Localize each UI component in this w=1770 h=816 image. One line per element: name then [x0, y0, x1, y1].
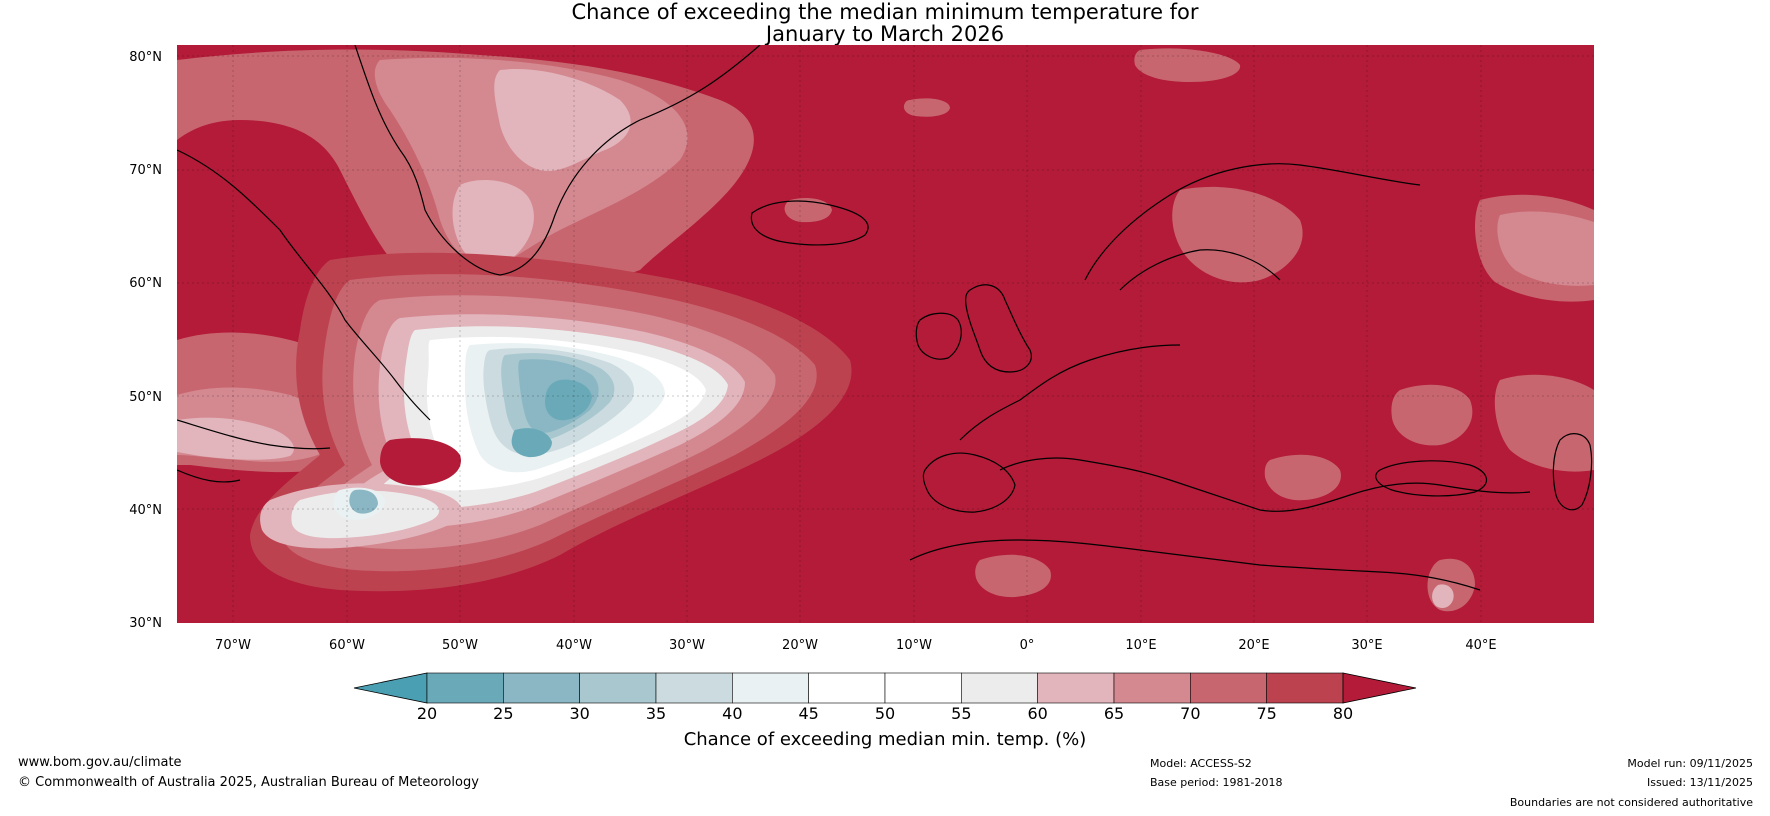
colorbar-cells	[426, 672, 1344, 704]
lon-label: 20°W	[782, 638, 818, 653]
colorbar-tick-label: 40	[722, 704, 742, 723]
colorbar-tick-label: 65	[1104, 704, 1124, 723]
svalbard-contour-75	[1134, 48, 1241, 82]
scandinavia-contour-75	[1172, 186, 1303, 283]
greenland-coastline	[354, 45, 761, 276]
colorbar-tick-label: 30	[569, 704, 589, 723]
colorbar-tick-label: 45	[798, 704, 818, 723]
colorbar-high-extend	[1342, 672, 1417, 704]
colorbar-tick-label: 60	[1027, 704, 1047, 723]
black-sea-coastline	[1375, 460, 1487, 497]
north-america-coastline	[177, 149, 431, 483]
lat-label: 70°N	[129, 163, 162, 178]
levant-contour-60	[1432, 584, 1454, 608]
lon-label: 60°W	[329, 638, 365, 653]
lon-label: 30°W	[669, 638, 705, 653]
colorbar-cell	[503, 672, 580, 704]
balkans-contour-75	[1264, 454, 1341, 501]
colorbar-tick-label: 25	[493, 704, 513, 723]
ireland-coastline	[915, 312, 962, 360]
scandinavia-coastline	[1084, 163, 1421, 291]
map-title-line-2: January to March 2026	[765, 22, 1005, 46]
issued-text: Issued: 13/11/2025	[1646, 776, 1753, 789]
lon-label: 0°	[1020, 638, 1035, 653]
north-africa-coastline	[909, 539, 1481, 591]
colorbar-cell	[732, 672, 809, 704]
colorbar-cell	[1266, 672, 1344, 704]
colorbar-low-extend	[353, 672, 428, 704]
model-run-text: Model run: 09/11/2025	[1627, 757, 1753, 770]
atlantic-island-contour-75	[784, 198, 832, 223]
russia-contour-65	[1497, 211, 1594, 286]
base-period-text: Base period: 1981-2018	[1150, 776, 1283, 789]
colorbar-cell	[808, 672, 886, 704]
europe-coastline	[959, 344, 1531, 512]
subtropical-contour-30	[349, 489, 378, 514]
north-africa-contour-75	[975, 554, 1051, 598]
colorbar-tick-label: 55	[951, 704, 971, 723]
colorbar: 20 25 30 35 40 45 50 55 60 65 70 75 80 Chance of exc…	[353, 672, 1417, 750]
arctic-contour-60	[494, 69, 631, 171]
great-britain-coastline	[965, 284, 1032, 373]
atlantic-contour-20	[545, 379, 592, 421]
arctic-east-contour-75	[903, 98, 950, 117]
coastlines	[177, 45, 1593, 591]
lon-label: 30°E	[1351, 638, 1382, 653]
iberia-coastline	[922, 452, 1016, 513]
colorbar-cell	[655, 672, 733, 704]
lat-label: 60°N	[129, 276, 162, 291]
colorbar-tick-labels: 20 25 30 35 40 45 50 55 60 65 70 75 80	[417, 704, 1353, 723]
colorbar-cell	[1190, 672, 1267, 704]
website-text: www.bom.gov.au/climate	[18, 755, 182, 770]
disclaimer-text: Boundaries are not considered authoritat…	[1509, 796, 1753, 809]
latitude-labels: 80°N 70°N 60°N 50°N 40°N 30°N	[129, 50, 162, 631]
greenland-contour-60	[452, 180, 534, 265]
lon-label: 40°W	[556, 638, 592, 653]
colorbar-cell	[1113, 672, 1191, 704]
longitude-labels: 70°W 60°W 50°W 40°W 30°W 20°W 10°W 0° 10…	[215, 638, 1497, 653]
iceland-coastline	[750, 200, 869, 246]
colorbar-cell	[1037, 672, 1115, 704]
caspian-sea-coastline	[1552, 433, 1593, 511]
colorbar-cell	[961, 672, 1038, 704]
map-title-line-1: Chance of exceeding the median minimum t…	[571, 0, 1199, 24]
lat-label: 30°N	[129, 616, 162, 631]
lon-label: 20°E	[1238, 638, 1269, 653]
russia-east-contour-75	[1494, 374, 1594, 472]
lat-label: 40°N	[129, 503, 162, 518]
colorbar-cell	[426, 672, 504, 704]
copyright-text: © Commonwealth of Australia 2025, Austra…	[18, 775, 479, 790]
east-europe-contour-75	[1391, 384, 1473, 446]
labrador-contour-60	[177, 417, 294, 460]
probability-contours	[177, 48, 1594, 612]
model-text: Model: ACCESS-S2	[1150, 757, 1252, 770]
colorbar-cell	[884, 672, 962, 704]
colorbar-tick-label: 75	[1256, 704, 1276, 723]
lon-label: 40°E	[1465, 638, 1496, 653]
lon-label: 70°W	[215, 638, 251, 653]
subtropical-red-tongue	[380, 438, 461, 486]
colorbar-tick-label: 80	[1333, 704, 1353, 723]
colorbar-tick-label: 70	[1180, 704, 1200, 723]
lat-label: 80°N	[129, 50, 162, 65]
lat-label: 50°N	[129, 390, 162, 405]
colorbar-tick-label: 50	[875, 704, 895, 723]
colorbar-tick-label: 35	[646, 704, 666, 723]
lon-label: 50°W	[442, 638, 478, 653]
lon-label: 10°E	[1125, 638, 1156, 653]
lon-label: 10°W	[896, 638, 932, 653]
colorbar-tick-label: 20	[417, 704, 437, 723]
colorbar-title: Chance of exceeding median min. temp. (%…	[684, 729, 1087, 750]
colorbar-cell	[579, 672, 657, 704]
atlantic-contour-20b	[511, 428, 552, 458]
gridlines	[177, 45, 1594, 623]
